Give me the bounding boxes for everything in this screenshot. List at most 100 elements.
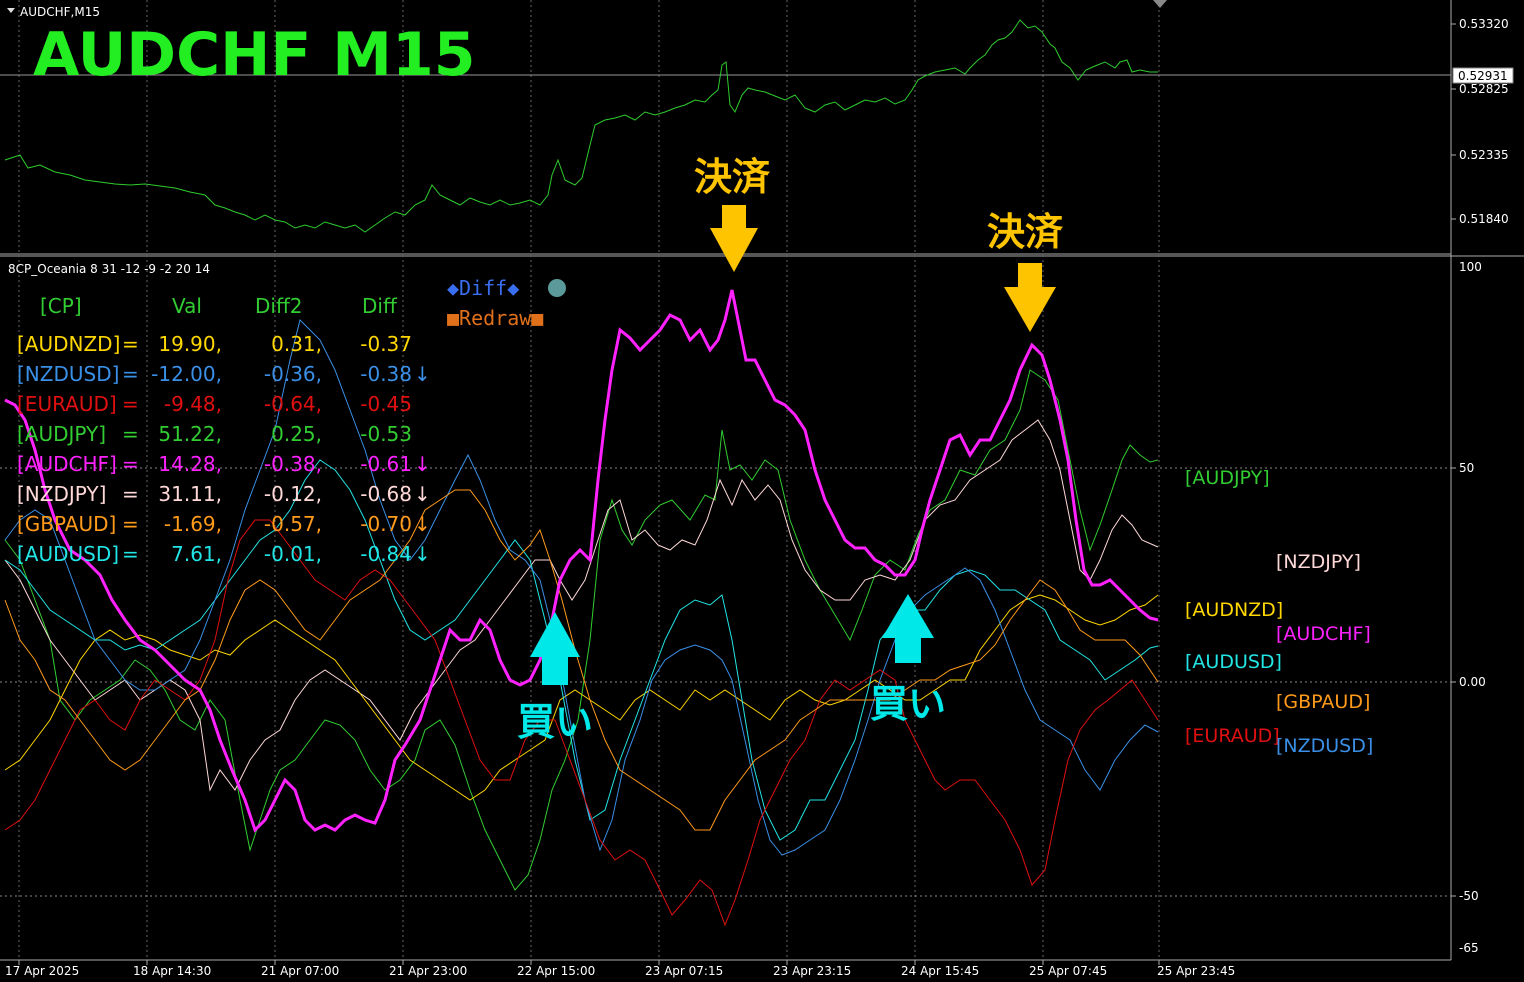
col-header-cp: [CP] bbox=[40, 294, 82, 318]
indicator-title: 8CP_Oceania 8 31 -12 -9 -2 20 14 bbox=[8, 262, 210, 276]
legend-cell-eq: = bbox=[122, 452, 139, 476]
price-line bbox=[4, 19, 1158, 233]
down-arrow-icon bbox=[710, 205, 758, 272]
legend-cell-pair: [EURAUD] bbox=[17, 392, 117, 416]
chart-shift-marker-icon[interactable] bbox=[1153, 0, 1167, 8]
line-audjpy bbox=[4, 369, 1159, 891]
legend-row: [NZDJPY] = 31.11, -0.12, -0.68 ↓ bbox=[17, 482, 431, 506]
settle-label: 決済 bbox=[987, 210, 1064, 254]
time-tick: 23 Apr 07:15 bbox=[645, 964, 723, 978]
right-label-euraud: [EURAUD] bbox=[1185, 725, 1280, 747]
legend-row: [EURAUD] = -9.48, -0.64, -0.45 bbox=[17, 392, 412, 416]
current-price-badge: 0.52931 bbox=[1452, 67, 1514, 84]
line-audusd bbox=[4, 459, 1159, 841]
legend-cell-diff: -0.70 bbox=[360, 512, 412, 536]
legend-cell-diff: -0.53 bbox=[360, 422, 412, 446]
settle-label: 決済 bbox=[694, 155, 771, 199]
legend-cell-diff: -0.84 bbox=[360, 542, 412, 566]
right-label-nzdusd: [NZDUSD] bbox=[1276, 735, 1373, 757]
time-tick: 21 Apr 23:00 bbox=[389, 964, 467, 978]
legend-cell-arrow: ↓ bbox=[414, 542, 431, 566]
price-tick: 0.53320 bbox=[1459, 17, 1509, 31]
legend-cell-diff2: -0.36, bbox=[264, 362, 322, 386]
symbol-dropdown[interactable]: AUDCHF,M15 bbox=[7, 5, 100, 19]
symbol-label: AUDCHF,M15 bbox=[20, 5, 100, 19]
legend-cell-pair: [AUDUSD] bbox=[17, 542, 119, 566]
legend-cell-diff: -0.68 bbox=[360, 482, 412, 506]
down-arrow-icon bbox=[1004, 263, 1056, 332]
indicator-tick: 0.00 bbox=[1459, 675, 1486, 689]
legend-cell-arrow: ↓ bbox=[414, 512, 431, 536]
right-label-nzdjpy: [NZDJPY] bbox=[1276, 551, 1361, 573]
diff-button[interactable]: ◆Diff◆ bbox=[447, 276, 566, 300]
diff-button-label[interactable]: ◆Diff◆ bbox=[447, 276, 519, 300]
line-audchf bbox=[4, 289, 1159, 833]
indicator-tick: -65 bbox=[1459, 941, 1479, 955]
price-axis: 0.53320 0.52825 0.52335 0.51840 bbox=[1451, 17, 1509, 226]
price-tick: 0.52825 bbox=[1459, 82, 1509, 96]
col-header-diff2: Diff2 bbox=[255, 294, 302, 318]
dropdown-triangle-icon[interactable] bbox=[7, 8, 15, 13]
up-arrow-icon bbox=[882, 594, 934, 663]
up-arrow-icon bbox=[530, 612, 580, 685]
right-label-audchf: [AUDCHF] bbox=[1276, 623, 1371, 645]
time-tick: 23 Apr 23:15 bbox=[773, 964, 851, 978]
legend-cell-diff: -0.38 bbox=[360, 362, 412, 386]
legend-cell-diff: -0.61 bbox=[360, 452, 412, 476]
big-title: AUDCHF M15 bbox=[33, 20, 475, 90]
time-tick: 17 Apr 2025 bbox=[5, 964, 79, 978]
legend-cell-diff2: -0.57, bbox=[264, 512, 322, 536]
legend-cell-arrow: ↓ bbox=[414, 362, 431, 386]
legend-cell-val: 14.28, bbox=[158, 452, 222, 476]
buy-label: 買い bbox=[870, 682, 946, 726]
right-label-audusd: [AUDUSD] bbox=[1185, 651, 1282, 673]
legend-cell-diff: -0.37 bbox=[360, 332, 412, 356]
buy-label: 買い bbox=[517, 700, 593, 744]
price-tick: 0.52335 bbox=[1459, 148, 1509, 162]
line-nzdjpy bbox=[4, 419, 1159, 792]
legend-row: [AUDUSD] = 7.61, -0.01, -0.84 ↓ bbox=[17, 542, 431, 566]
legend-cell-eq: = bbox=[122, 332, 139, 356]
pair-legend-table: [CP] Val Diff2 Diff [AUDNZD] = 19.90, 0.31,… bbox=[17, 294, 431, 566]
legend-row: [AUDCHF] = 14.28, -0.38, -0.61 ↓ bbox=[17, 452, 431, 476]
right-pair-labels: [AUDJPY] [NZDJPY] [AUDNZD] [AUDCHF] [AUD… bbox=[1185, 467, 1373, 757]
legend-cell-diff2: -0.12, bbox=[264, 482, 322, 506]
legend-cell-val: -1.69, bbox=[164, 512, 222, 536]
legend-cell-val: 19.90, bbox=[158, 332, 222, 356]
legend-cell-val: 51.22, bbox=[158, 422, 222, 446]
legend-cell-pair: [NZDUSD] bbox=[17, 362, 119, 386]
legend-cell-diff2: -0.01, bbox=[264, 542, 322, 566]
time-tick: 25 Apr 07:45 bbox=[1029, 964, 1107, 978]
line-euraud bbox=[4, 519, 1159, 927]
legend-cell-pair: [AUDCHF] bbox=[17, 452, 117, 476]
legend-cell-pair: [AUDNZD] bbox=[17, 332, 120, 356]
legend-cell-val: 7.61, bbox=[171, 542, 222, 566]
right-label-audjpy: [AUDJPY] bbox=[1185, 467, 1270, 489]
status-dot-icon bbox=[548, 279, 566, 297]
indicator-tick: 100 bbox=[1459, 260, 1482, 274]
legend-cell-val: -9.48, bbox=[164, 392, 222, 416]
legend-cell-val: -12.00, bbox=[151, 362, 222, 386]
legend-rows: [AUDNZD] = 19.90, 0.31, -0.37[NZDUSD] = -12.00… bbox=[17, 332, 431, 566]
legend-cell-val: 31.11, bbox=[158, 482, 222, 506]
legend-cell-arrow: ↓ bbox=[414, 452, 431, 476]
buy-annotation-2: 買い bbox=[870, 594, 946, 726]
legend-cell-pair: [GBPAUD] bbox=[17, 512, 116, 536]
redraw-button[interactable]: ■Redraw■ bbox=[447, 306, 543, 330]
indicator-axis: 100 50 0.00 -50 -65 bbox=[1451, 260, 1486, 955]
redraw-button-label[interactable]: ■Redraw■ bbox=[447, 306, 543, 330]
legend-cell-diff2: -0.38, bbox=[264, 452, 322, 476]
time-tick: 22 Apr 15:00 bbox=[517, 964, 595, 978]
indicator-levels bbox=[0, 467, 1451, 897]
pair-lines bbox=[4, 289, 1159, 927]
legend-cell-pair: [NZDJPY] bbox=[17, 482, 106, 506]
legend-cell-diff2: -0.64, bbox=[264, 392, 322, 416]
right-label-gbpaud: [GBPAUD] bbox=[1276, 691, 1370, 713]
legend-row: [AUDNZD] = 19.90, 0.31, -0.37 bbox=[17, 332, 412, 356]
legend-cell-pair: [AUDJPY] bbox=[17, 422, 106, 446]
time-axis: 17 Apr 2025 18 Apr 14:30 21 Apr 07:00 21… bbox=[5, 960, 1235, 978]
time-tick: 24 Apr 15:45 bbox=[901, 964, 979, 978]
line-audnzd bbox=[4, 594, 1159, 801]
legend-cell-eq: = bbox=[122, 422, 139, 446]
